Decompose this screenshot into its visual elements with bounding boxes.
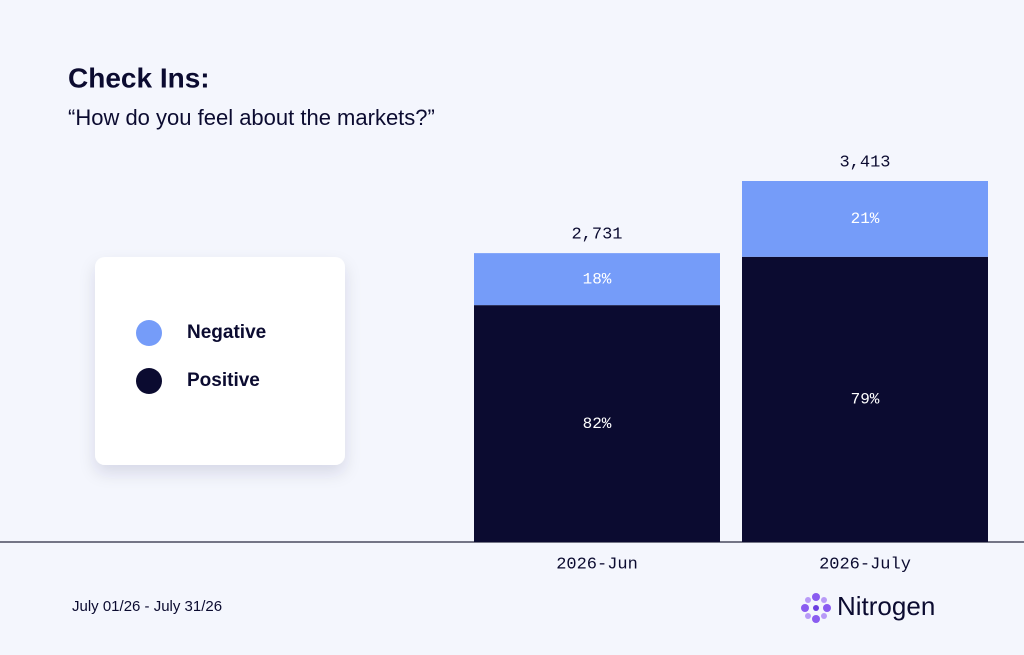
bar-segment [474, 253, 720, 306]
date-range: July 01/26 - July 31/26 [72, 598, 222, 615]
bar-segment [742, 181, 988, 257]
brand-logo [801, 593, 831, 623]
bar-segment [742, 256, 988, 542]
legend: Negative Positive [136, 320, 266, 394]
total-label: 2,731 [571, 226, 622, 245]
bar-segment [474, 305, 720, 542]
chart-subtitle: “How do you feel about the markets?” [68, 105, 435, 130]
legend-label: Negative [187, 322, 266, 343]
total-label: 3,413 [839, 153, 890, 172]
segment-label: 18% [583, 270, 612, 288]
segment-label: 21% [851, 210, 880, 228]
legend-swatch [136, 368, 162, 394]
chart-title: Check Ins: [68, 62, 210, 93]
segment-label: 79% [851, 391, 880, 409]
x-tick-label: 2026-Jun [556, 555, 638, 574]
legend-swatch [136, 320, 162, 346]
legend-card [95, 257, 345, 465]
brand-name: Nitrogen [837, 591, 935, 621]
segment-label: 82% [583, 415, 612, 433]
x-tick-label: 2026-July [819, 555, 911, 574]
legend-label: Positive [187, 370, 260, 391]
